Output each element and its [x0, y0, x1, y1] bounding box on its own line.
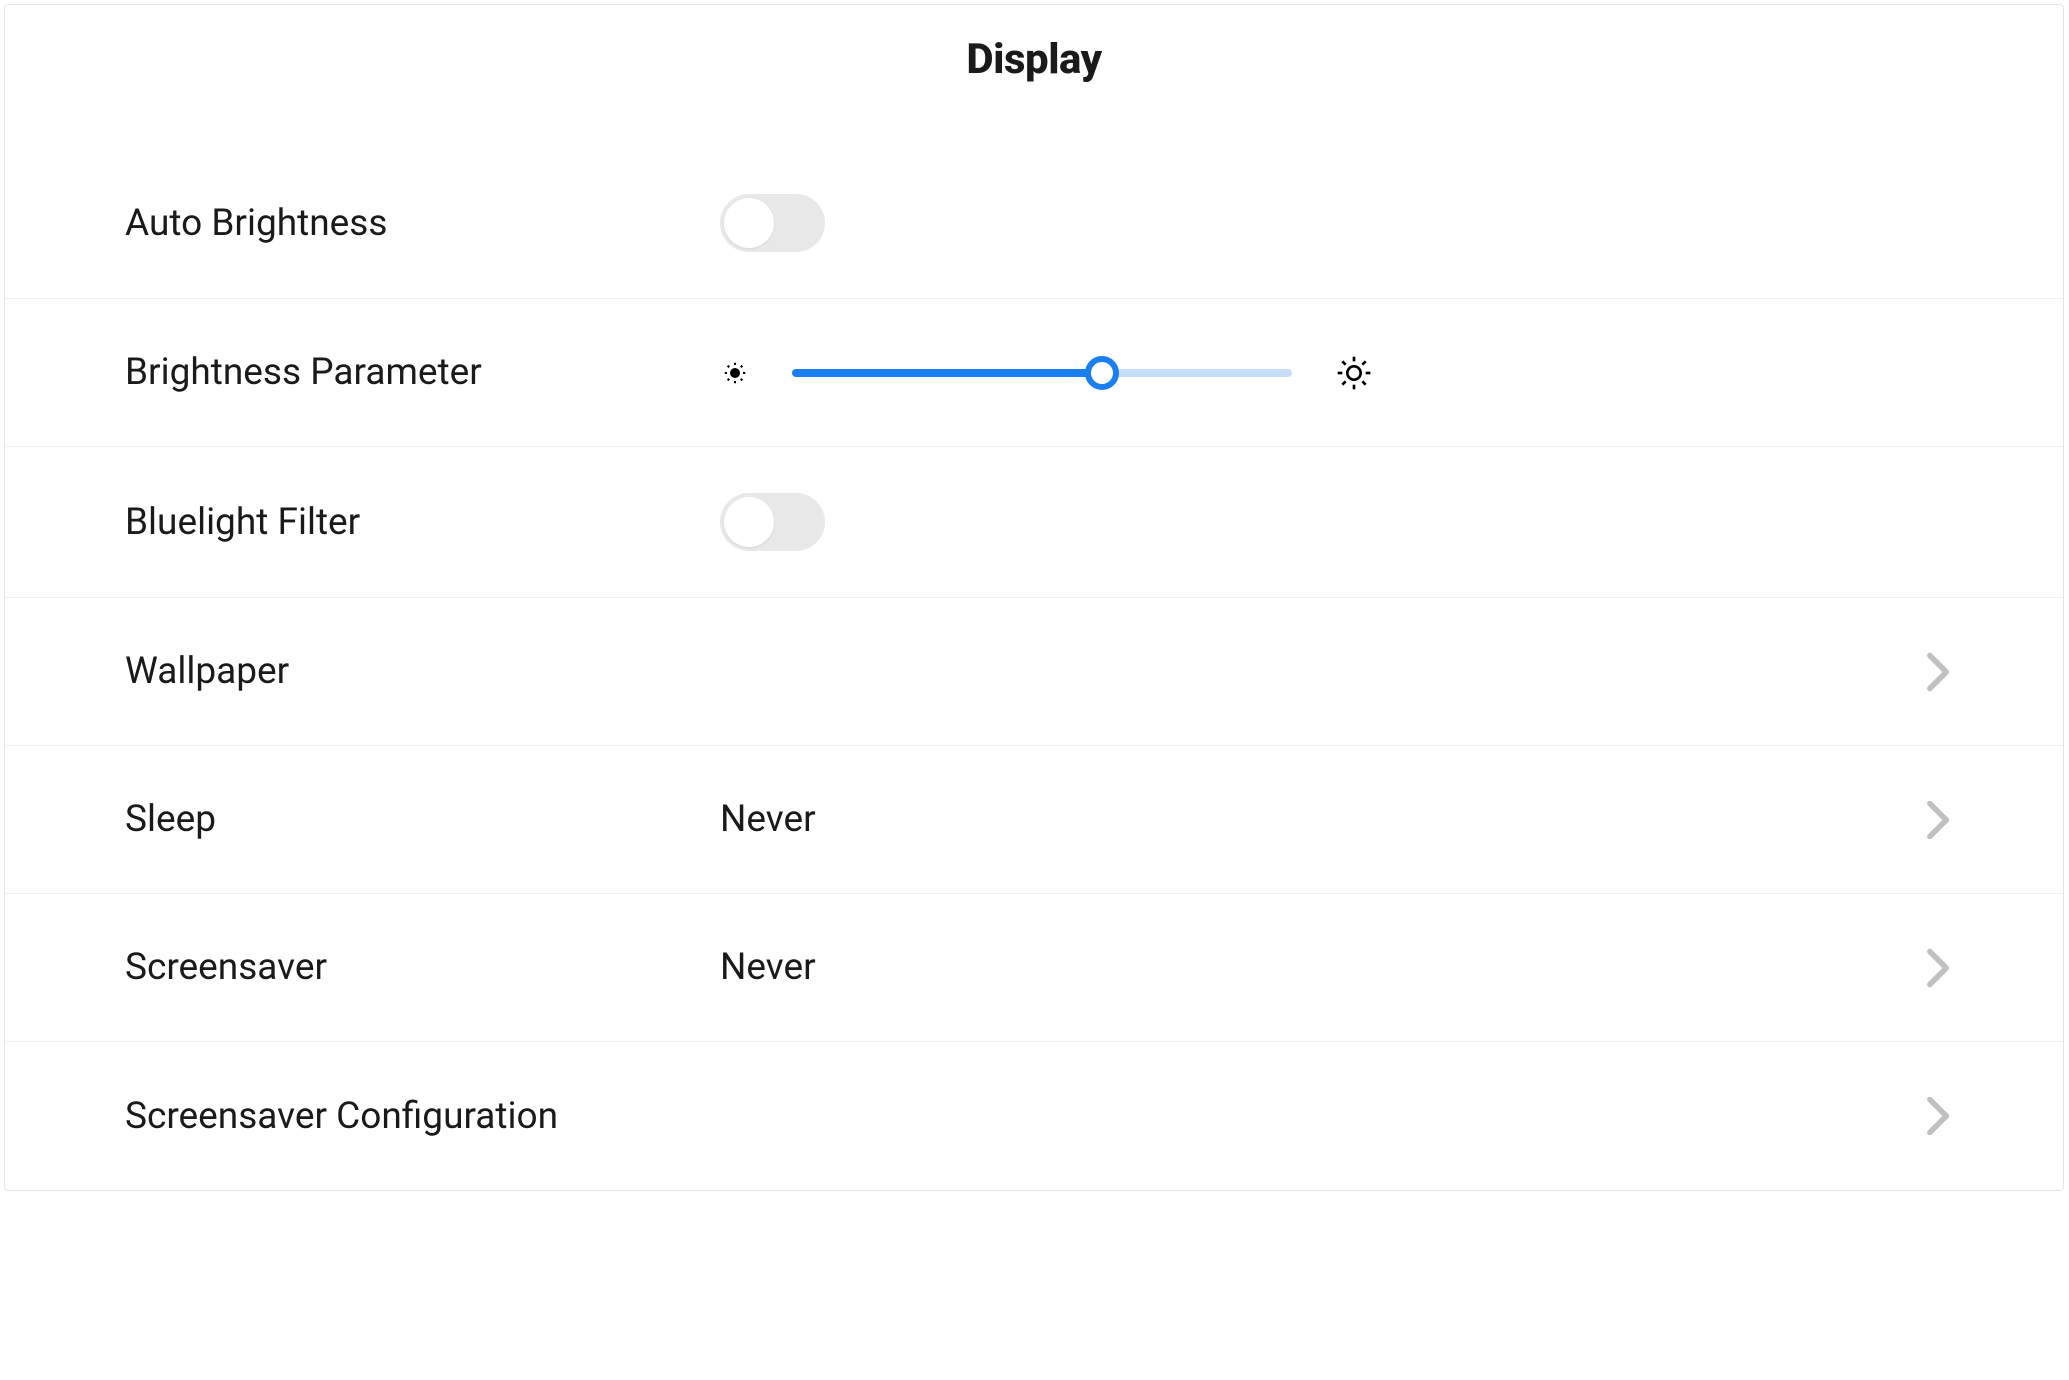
- sleep-label: Sleep: [125, 798, 720, 841]
- row-bluelight-filter: Bluelight Filter: [5, 447, 2063, 598]
- wallpaper-label: Wallpaper: [125, 650, 720, 693]
- row-sleep[interactable]: Sleep Never: [5, 746, 2063, 894]
- row-wallpaper[interactable]: Wallpaper: [5, 598, 2063, 746]
- chevron-right-icon: [1925, 1094, 1953, 1138]
- chevron-right-icon: [1925, 946, 1953, 990]
- row-screensaver-config[interactable]: Screensaver Configuration: [5, 1042, 2063, 1190]
- screensaver-value: Never: [720, 946, 816, 989]
- chevron-right-icon: [1925, 798, 1953, 842]
- brightness-slider-wrap: [720, 353, 1374, 393]
- chevron-right-icon: [1925, 650, 1953, 694]
- brightness-slider-thumb[interactable]: [1085, 356, 1119, 390]
- screensaver-config-label: Screensaver Configuration: [125, 1095, 558, 1138]
- sleep-value: Never: [720, 798, 816, 841]
- brightness-slider-fill: [792, 369, 1102, 377]
- row-auto-brightness: Auto Brightness: [5, 134, 2063, 299]
- brightness-high-icon: [1334, 353, 1374, 393]
- brightness-low-icon: [720, 358, 750, 388]
- auto-brightness-toggle[interactable]: [720, 194, 825, 252]
- bluelight-filter-label: Bluelight Filter: [125, 501, 720, 544]
- row-screensaver[interactable]: Screensaver Never: [5, 894, 2063, 1042]
- brightness-slider[interactable]: [792, 369, 1292, 377]
- bluelight-filter-toggle[interactable]: [720, 493, 825, 551]
- toggle-knob: [724, 198, 774, 248]
- display-settings-panel: Display Auto Brightness Brightness Param…: [4, 4, 2064, 1191]
- brightness-parameter-label: Brightness Parameter: [125, 351, 720, 394]
- row-brightness-parameter: Brightness Parameter: [5, 299, 2063, 447]
- screensaver-label: Screensaver: [125, 946, 720, 989]
- toggle-knob: [724, 497, 774, 547]
- auto-brightness-label: Auto Brightness: [125, 202, 720, 245]
- page-title: Display: [5, 5, 2063, 134]
